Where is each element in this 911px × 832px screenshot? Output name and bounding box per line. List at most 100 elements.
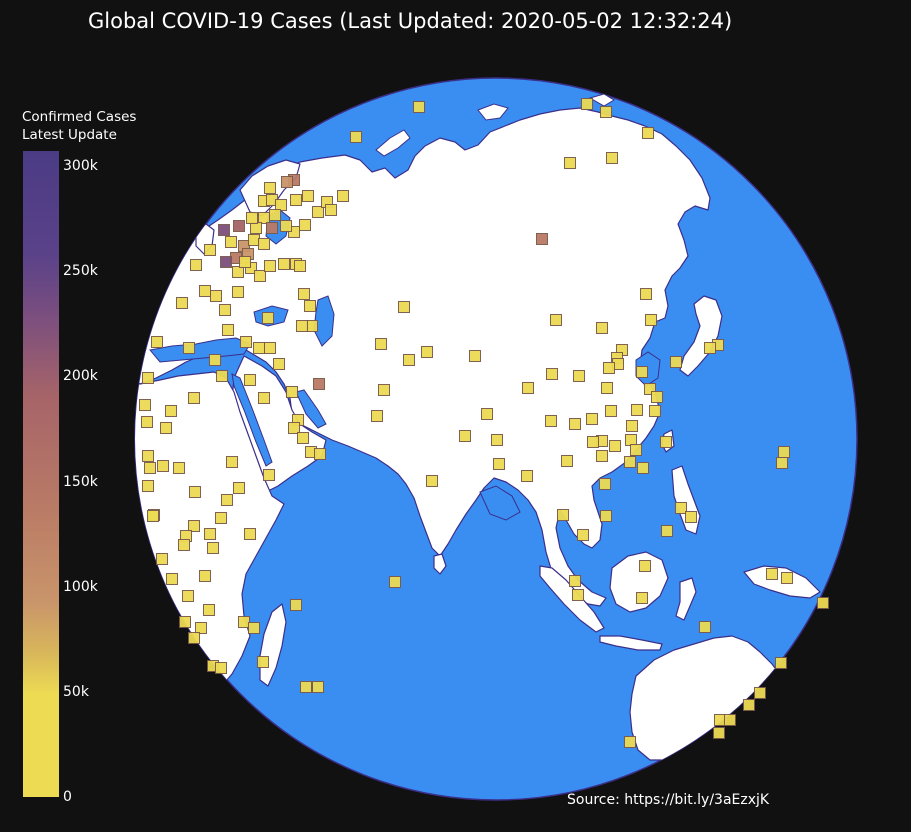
case-marker[interactable]	[378, 384, 390, 396]
case-marker[interactable]	[626, 420, 638, 432]
case-marker[interactable]	[199, 285, 211, 297]
case-marker[interactable]	[269, 209, 281, 221]
case-marker[interactable]	[253, 342, 265, 354]
case-marker[interactable]	[142, 480, 154, 492]
case-marker[interactable]	[631, 404, 643, 416]
case-marker[interactable]	[258, 392, 270, 404]
case-marker[interactable]	[298, 288, 310, 300]
case-marker[interactable]	[569, 418, 581, 430]
case-marker[interactable]	[240, 336, 252, 348]
case-marker[interactable]	[281, 176, 293, 188]
case-marker[interactable]	[188, 392, 200, 404]
case-marker[interactable]	[302, 190, 314, 202]
case-marker[interactable]	[596, 322, 608, 334]
case-marker[interactable]	[561, 455, 573, 467]
case-marker[interactable]	[522, 382, 534, 394]
case-marker[interactable]	[817, 597, 829, 609]
case-marker[interactable]	[258, 238, 270, 250]
case-marker[interactable]	[248, 234, 260, 246]
case-marker[interactable]	[233, 482, 245, 494]
case-marker[interactable]	[624, 736, 636, 748]
case-marker[interactable]	[244, 374, 256, 386]
case-marker[interactable]	[216, 370, 228, 382]
case-marker[interactable]	[312, 206, 324, 218]
case-marker[interactable]	[675, 502, 687, 514]
case-marker[interactable]	[337, 190, 349, 202]
case-marker[interactable]	[546, 368, 558, 380]
case-marker[interactable]	[724, 714, 736, 726]
case-marker[interactable]	[637, 462, 649, 474]
case-marker[interactable]	[754, 687, 766, 699]
case-marker[interactable]	[714, 714, 726, 726]
case-marker[interactable]	[573, 370, 585, 382]
case-marker[interactable]	[204, 528, 216, 540]
case-marker[interactable]	[151, 336, 163, 348]
case-marker[interactable]	[264, 260, 276, 272]
case-marker[interactable]	[636, 592, 648, 604]
case-marker[interactable]	[178, 539, 190, 551]
case-marker[interactable]	[781, 572, 793, 584]
case-marker[interactable]	[413, 101, 425, 113]
case-marker[interactable]	[189, 486, 201, 498]
case-marker[interactable]	[661, 525, 673, 537]
case-marker[interactable]	[371, 410, 383, 422]
case-marker[interactable]	[239, 256, 251, 268]
case-marker[interactable]	[766, 568, 778, 580]
case-marker[interactable]	[299, 219, 311, 231]
case-marker[interactable]	[209, 354, 221, 366]
case-marker[interactable]	[651, 391, 663, 403]
case-marker[interactable]	[491, 434, 503, 446]
case-marker[interactable]	[296, 320, 308, 332]
case-marker[interactable]	[290, 194, 302, 206]
case-marker[interactable]	[225, 236, 237, 248]
case-marker[interactable]	[403, 354, 415, 366]
case-marker[interactable]	[238, 616, 250, 628]
case-marker[interactable]	[157, 460, 169, 472]
case-marker[interactable]	[350, 131, 362, 143]
case-marker[interactable]	[550, 314, 562, 326]
case-marker[interactable]	[280, 220, 292, 232]
case-marker[interactable]	[398, 301, 410, 313]
case-marker[interactable]	[220, 256, 232, 268]
case-marker[interactable]	[210, 290, 222, 302]
case-marker[interactable]	[179, 616, 191, 628]
case-marker[interactable]	[232, 286, 244, 298]
case-marker[interactable]	[645, 314, 657, 326]
case-marker[interactable]	[625, 434, 637, 446]
case-marker[interactable]	[670, 356, 682, 368]
case-marker[interactable]	[775, 657, 787, 669]
case-marker[interactable]	[286, 386, 298, 398]
case-marker[interactable]	[639, 560, 651, 572]
case-marker[interactable]	[743, 699, 755, 711]
case-marker[interactable]	[218, 224, 230, 236]
case-marker[interactable]	[219, 304, 231, 316]
case-marker[interactable]	[262, 312, 274, 324]
case-marker[interactable]	[215, 662, 227, 674]
case-marker[interactable]	[630, 444, 642, 456]
case-marker[interactable]	[469, 350, 481, 362]
case-marker[interactable]	[248, 622, 260, 634]
case-marker[interactable]	[778, 446, 790, 458]
case-marker[interactable]	[188, 520, 200, 532]
case-marker[interactable]	[244, 528, 256, 540]
case-marker[interactable]	[713, 727, 725, 739]
case-marker[interactable]	[599, 478, 611, 490]
case-marker[interactable]	[147, 510, 159, 522]
case-marker[interactable]	[587, 436, 599, 448]
case-marker[interactable]	[183, 342, 195, 354]
case-marker[interactable]	[536, 233, 548, 245]
case-marker[interactable]	[176, 297, 188, 309]
case-marker[interactable]	[375, 338, 387, 350]
case-marker[interactable]	[300, 681, 312, 693]
case-marker[interactable]	[596, 450, 608, 462]
case-marker[interactable]	[325, 204, 337, 216]
case-marker[interactable]	[250, 222, 262, 234]
case-marker[interactable]	[601, 382, 613, 394]
case-marker[interactable]	[389, 576, 401, 588]
case-marker[interactable]	[266, 222, 278, 234]
case-marker[interactable]	[264, 182, 276, 194]
case-marker[interactable]	[306, 320, 318, 332]
case-marker[interactable]	[564, 157, 576, 169]
case-marker[interactable]	[459, 430, 471, 442]
